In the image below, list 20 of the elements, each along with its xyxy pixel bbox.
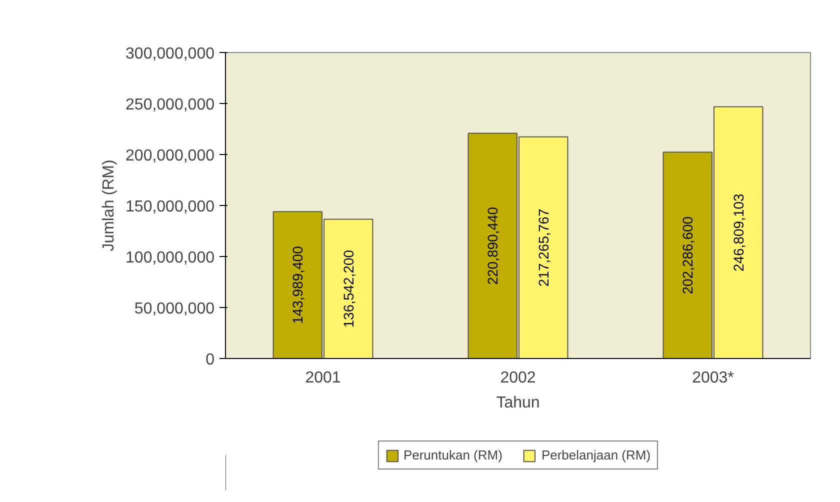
- data-label: 220,890,440: [484, 206, 501, 285]
- legend-label: Peruntukan (RM): [403, 448, 502, 462]
- data-label: 217,265,767: [535, 208, 552, 287]
- x-tick-label: 2003*: [692, 370, 734, 386]
- data-label: 202,286,600: [680, 216, 696, 294]
- y-tick-label: 0: [206, 352, 215, 368]
- x-axis-title: Tahun: [496, 394, 540, 412]
- x-tick-label: 2001: [305, 370, 341, 386]
- y-tick-label: 250,000,000: [126, 96, 215, 114]
- y-axis-title: Jumlah (RM): [100, 160, 118, 252]
- y-tick-label: 100,000,000: [126, 250, 215, 266]
- y-tick-label: 200,000,000: [126, 148, 215, 164]
- x-tick-label: 2002: [500, 370, 536, 386]
- y-tick-label: 300,000,000: [126, 46, 215, 62]
- data-label: 136,542,200: [340, 250, 356, 328]
- legend-label: Perbelanjaan (RM): [541, 448, 651, 462]
- y-tick-label: 50,000,000: [134, 300, 215, 318]
- y-tick-label: 150,000,000: [126, 198, 215, 216]
- data-label: 246,809,103: [730, 193, 746, 272]
- data-label: 143,989,400: [290, 246, 306, 324]
